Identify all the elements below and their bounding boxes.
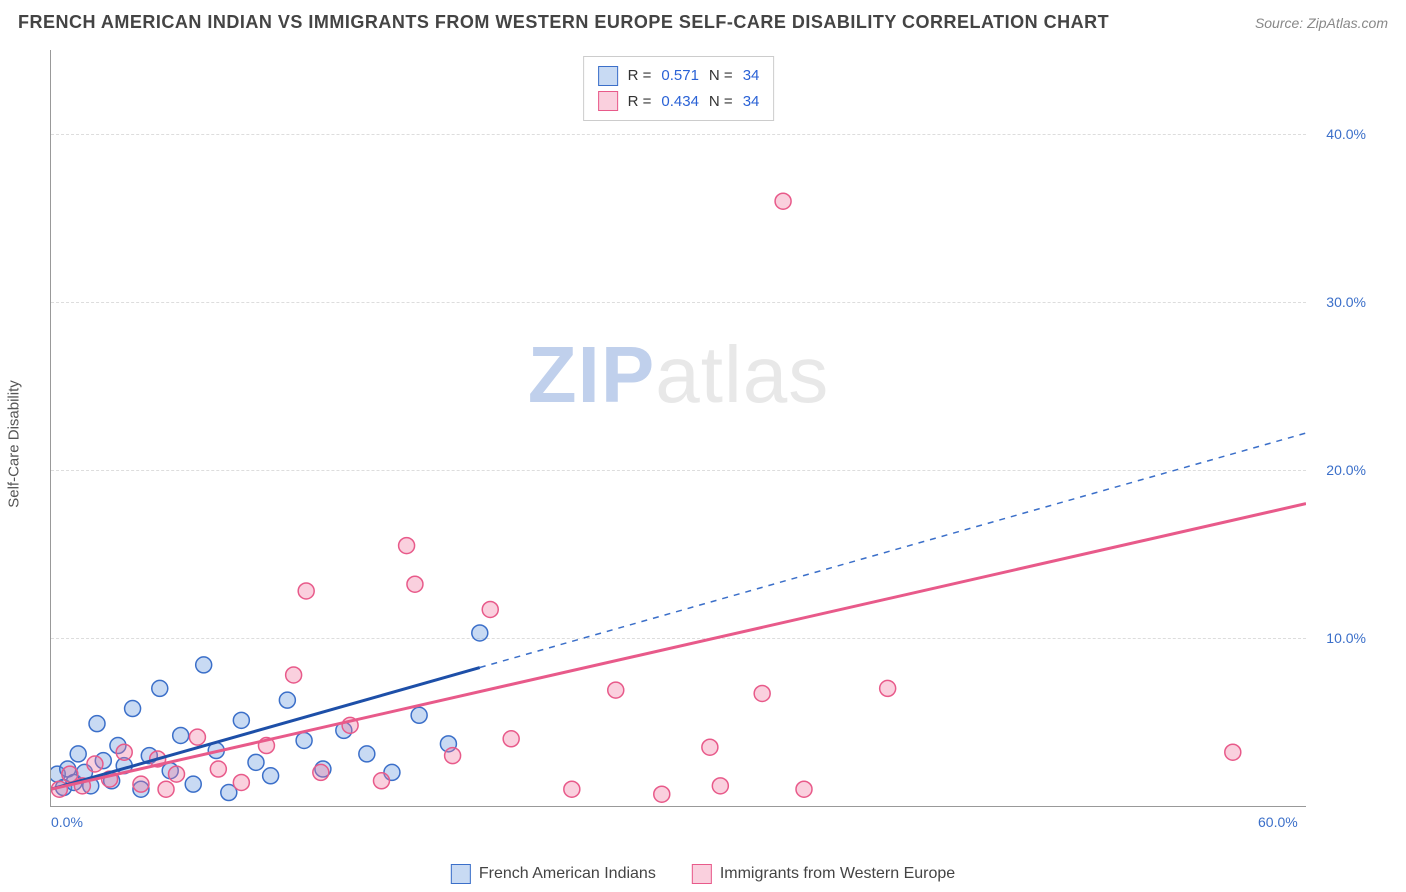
scatter-point [89,716,105,732]
scatter-point [796,781,812,797]
ytick-label: 30.0% [1326,294,1366,310]
legend-label-pink: Immigrants from Western Europe [720,865,955,883]
scatter-point [482,601,498,617]
scatter-point [880,680,896,696]
legend-label-blue: French American Indians [479,865,656,883]
scatter-point [233,774,249,790]
scatter-point [87,756,103,772]
scatter-point [152,680,168,696]
trendline-blue-dashed [480,433,1306,667]
scatter-point [712,778,728,794]
ytick-label: 10.0% [1326,630,1366,646]
scatter-point [70,746,86,762]
trendline-pink [51,504,1306,790]
scatter-point [313,764,329,780]
source-attribution: Source: ZipAtlas.com [1255,15,1388,31]
scatter-point [133,776,149,792]
legend-item-blue: French American Indians [451,864,656,884]
scatter-point [286,667,302,683]
scatter-point [754,685,770,701]
scatter-point [189,729,205,745]
scatter-point [210,761,226,777]
scatter-point [407,576,423,592]
y-axis-label: Self-Care Disability [6,380,23,508]
scatter-point [62,766,78,782]
scatter-point [472,625,488,641]
scatter-point [233,712,249,728]
series-legend: French American Indians Immigrants from … [451,864,955,884]
ytick-label: 20.0% [1326,462,1366,478]
scatter-point [654,786,670,802]
scatter-point [359,746,375,762]
xtick-label: 0.0% [51,814,83,830]
scatter-point [279,692,295,708]
scatter-point [185,776,201,792]
scatter-point [298,583,314,599]
scatter-point [125,701,141,717]
scatter-point [296,732,312,748]
scatter-point [196,657,212,673]
plot-region: ZIPatlas R = 0.571 N = 34 R = 0.434 N = … [50,50,1306,807]
swatch-blue-icon [451,864,471,884]
plot-svg [51,50,1306,806]
scatter-point [411,707,427,723]
scatter-point [158,781,174,797]
scatter-point [503,731,519,747]
scatter-point [116,744,132,760]
scatter-point [445,748,461,764]
scatter-point [248,754,264,770]
xtick-label: 60.0% [1258,814,1298,830]
scatter-point [263,768,279,784]
scatter-point [373,773,389,789]
chart-title: FRENCH AMERICAN INDIAN VS IMMIGRANTS FRO… [18,12,1109,33]
scatter-point [564,781,580,797]
chart-area: Self-Care Disability ZIPatlas R = 0.571 … [50,50,1376,837]
scatter-point [399,538,415,554]
scatter-point [702,739,718,755]
scatter-point [608,682,624,698]
scatter-point [1225,744,1241,760]
scatter-point [775,193,791,209]
swatch-pink-icon [692,864,712,884]
scatter-point [173,727,189,743]
ytick-label: 40.0% [1326,126,1366,142]
scatter-point [169,766,185,782]
legend-item-pink: Immigrants from Western Europe [692,864,955,884]
